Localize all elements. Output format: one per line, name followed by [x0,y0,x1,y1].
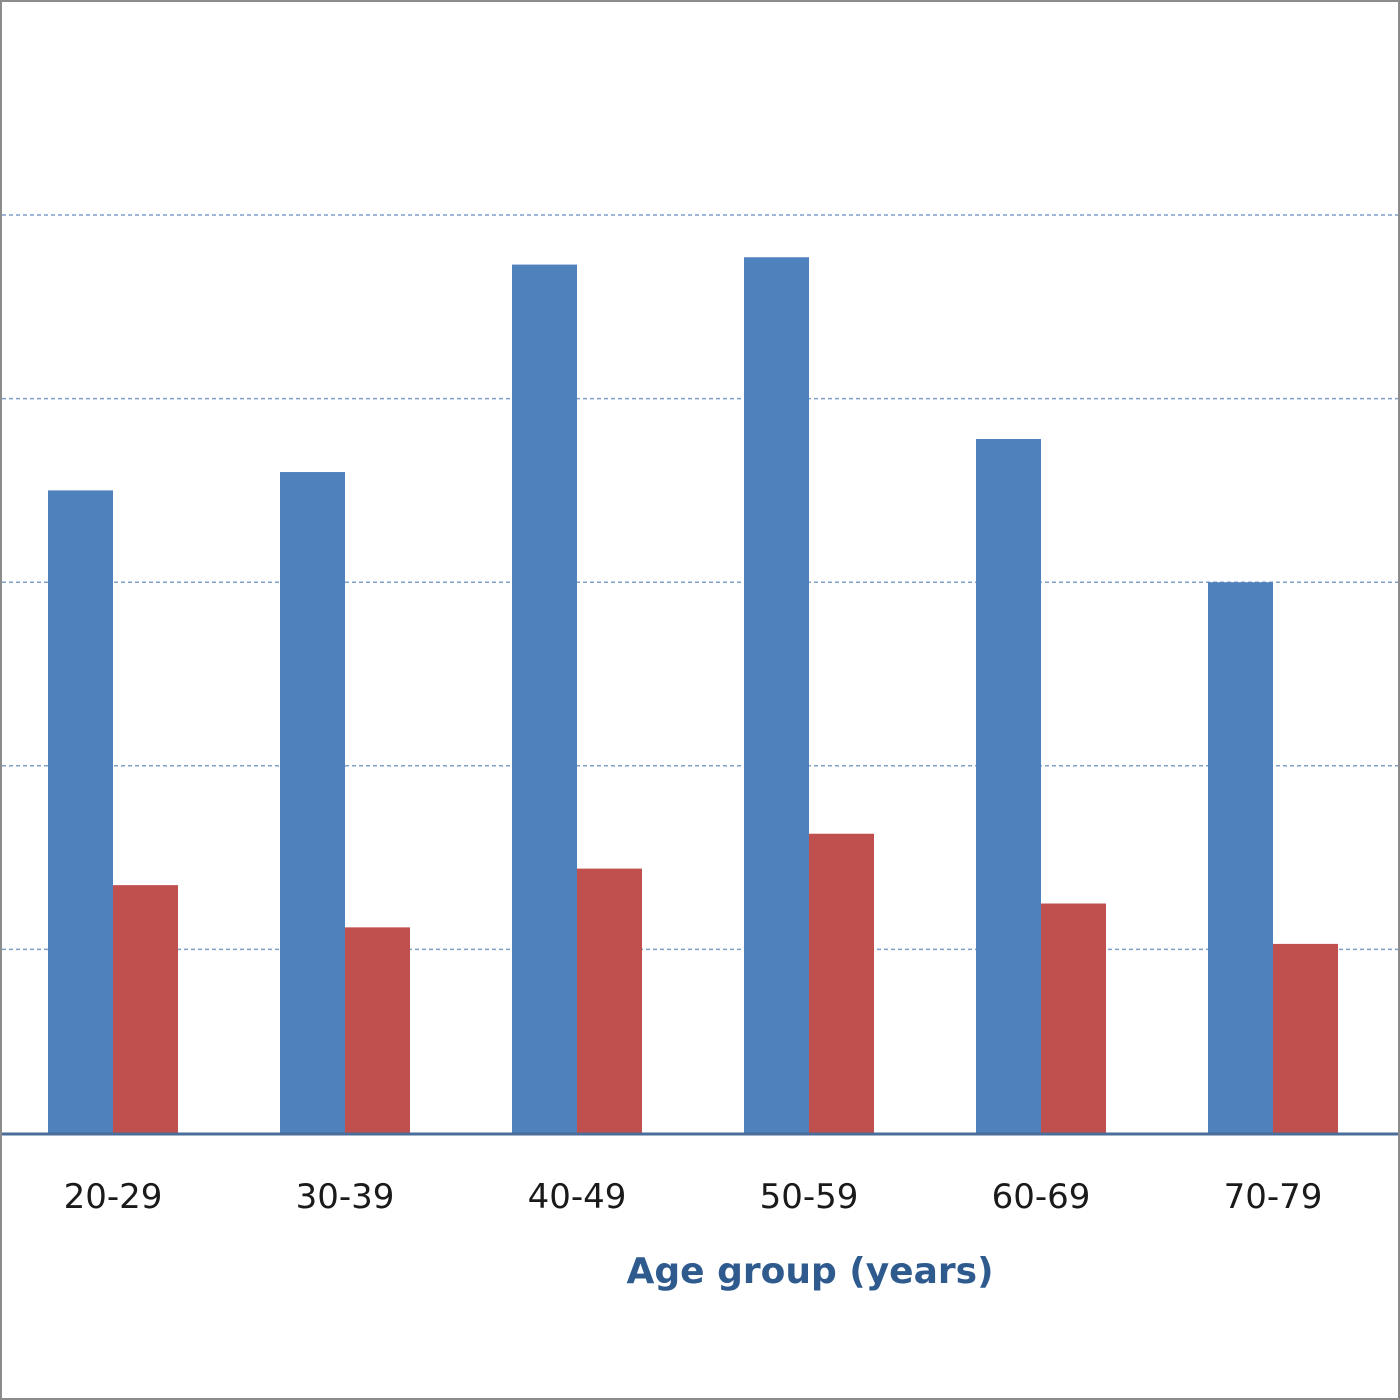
bar-series2-20-29 [113,885,178,1133]
bar-series1-20-29 [48,490,113,1133]
x-tick-label: 60-69 [992,1177,1091,1217]
bar-series2-30-39 [345,927,410,1133]
bar-series2-40-49 [577,868,642,1133]
x-tick-label: 50-59 [760,1177,859,1217]
x-tick-label: 20-29 [64,1177,163,1217]
bar-series1-60-69 [976,438,1041,1133]
bar-series1-50-59 [744,257,809,1133]
gridlines [2,214,1398,951]
x-tick-label: 30-39 [296,1177,395,1217]
bar-series2-70-79 [1273,943,1338,1133]
bar-series1-30-39 [280,472,345,1133]
bars [48,257,1338,1133]
x-tick-labels: 20-29 30-39 40-49 50-59 60-69 70-79 [64,1177,1323,1217]
x-axis-title: Age group (years) [626,1251,993,1292]
x-tick-label: 70-79 [1224,1177,1323,1217]
x-tick-label: 40-49 [528,1177,627,1217]
bar-series1-70-79 [1208,582,1273,1133]
bar-series2-50-59 [809,833,874,1133]
bar-series1-40-49 [512,264,577,1133]
bar-series2-60-69 [1041,903,1106,1133]
